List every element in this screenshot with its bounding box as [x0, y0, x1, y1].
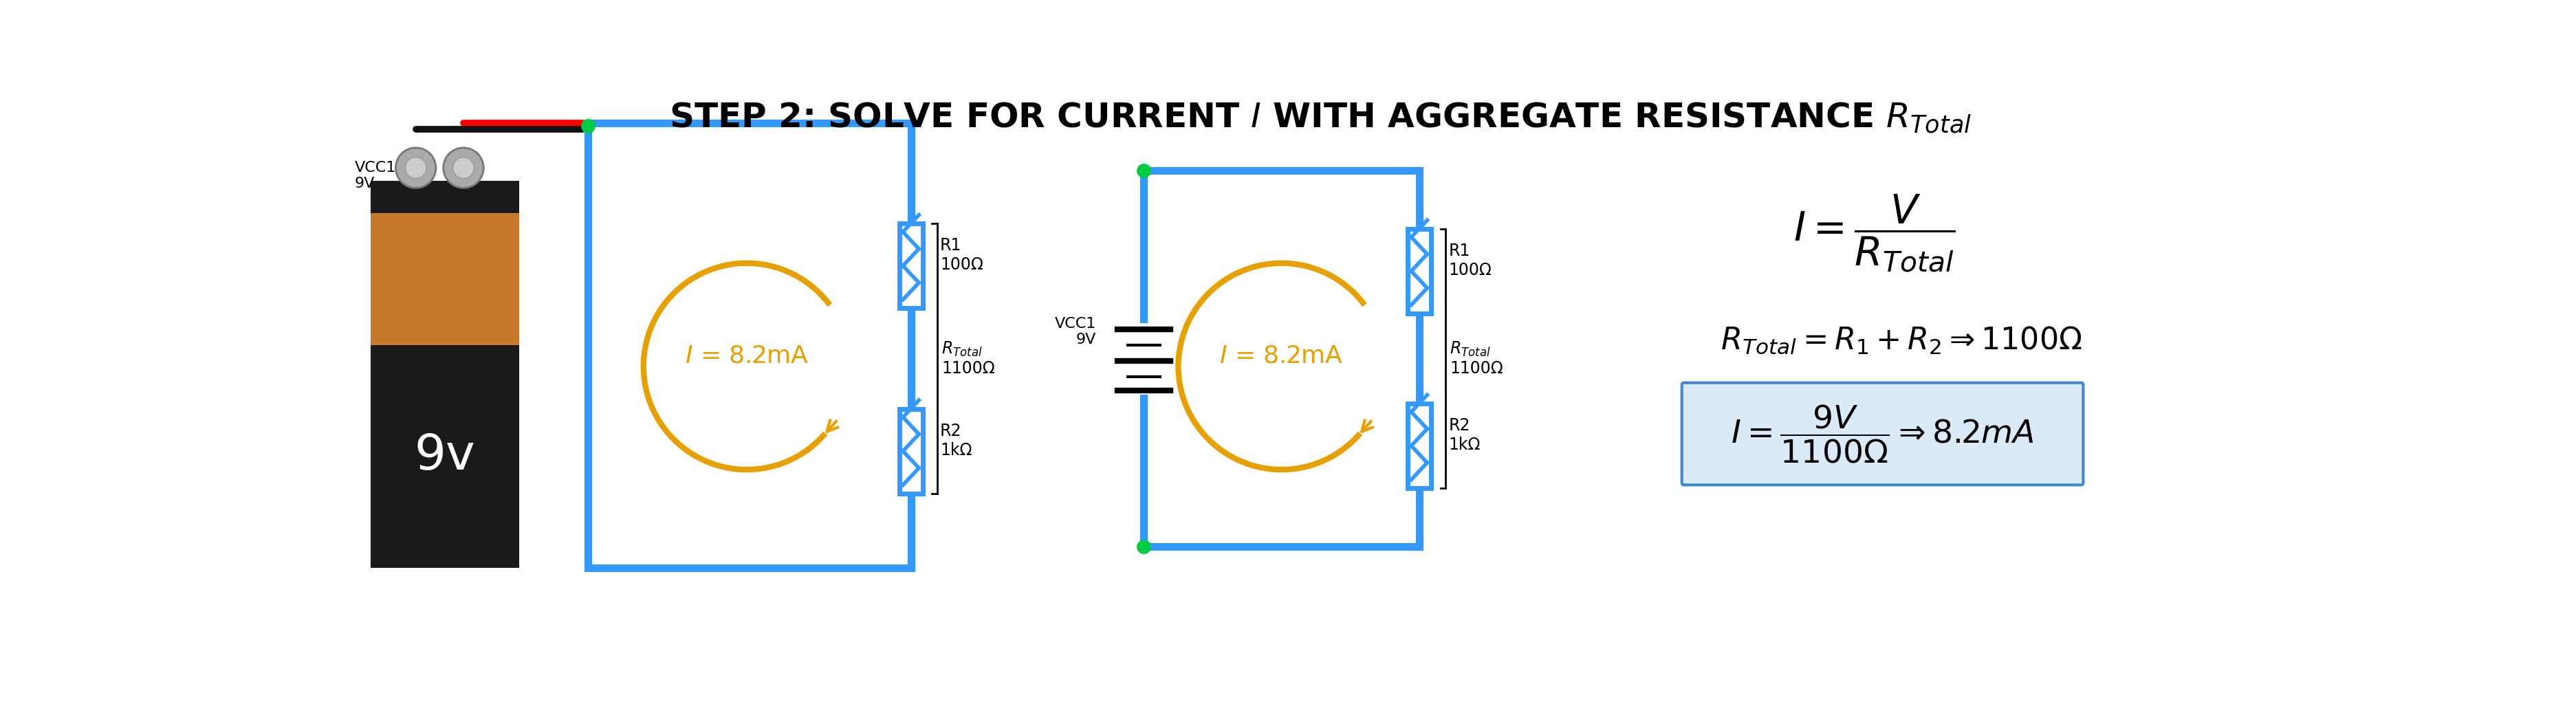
Text: $\mathbf{\mathit{R}}_{\mathbf{\mathit{Total}}} = R_1 + R_2 \Rightarrow 1100\Omeg: $\mathbf{\mathit{R}}_{\mathbf{\mathit{To… [1721, 325, 2081, 355]
FancyBboxPatch shape [1682, 383, 2084, 485]
Text: $\mathbf{\mathit{I}} = \dfrac{9V}{1100\Omega} \Rightarrow 8.2mA$: $\mathbf{\mathit{I}} = \dfrac{9V}{1100\O… [1731, 403, 2035, 465]
Bar [1406, 403, 1430, 488]
Text: $\mathbf{\mathit{I}}$ = 8.2mA: $\mathbf{\mathit{I}}$ = 8.2mA [1218, 344, 1345, 368]
Text: R2
1kΩ: R2 1kΩ [940, 423, 971, 458]
Bar [371, 213, 518, 345]
Text: $\mathbf{\mathit{I}} = \dfrac{V}{R_{Total}}$: $\mathbf{\mathit{I}} = \dfrac{V}{R_{Tota… [1793, 194, 1955, 275]
Circle shape [404, 157, 428, 179]
Text: VCC1
9V: VCC1 9V [355, 161, 397, 191]
Bar [1406, 229, 1430, 313]
Text: 9v: 9v [415, 433, 477, 480]
Circle shape [443, 148, 484, 188]
Text: $R_{Total}$
1100Ω: $R_{Total}$ 1100Ω [1450, 340, 1504, 377]
Text: STEP 2: SOLVE FOR CURRENT $\mathit{I}$ WITH AGGREGATE RESISTANCE $\mathit{R}_{\m: STEP 2: SOLVE FOR CURRENT $\mathit{I}$ W… [670, 101, 1971, 134]
Bar [899, 223, 922, 308]
Circle shape [397, 148, 435, 188]
Circle shape [453, 157, 474, 179]
Text: R2
1kΩ: R2 1kΩ [1448, 418, 1481, 453]
Text: $\mathbf{\mathit{I}}$ = 8.2mA: $\mathbf{\mathit{I}}$ = 8.2mA [685, 344, 809, 368]
Bar [899, 409, 922, 493]
Text: R1
100Ω: R1 100Ω [1448, 242, 1492, 278]
Text: VCC1
9V: VCC1 9V [1054, 317, 1097, 347]
Text: $R_{Total}$
1100Ω: $R_{Total}$ 1100Ω [943, 340, 994, 377]
Text: R1
100Ω: R1 100Ω [940, 237, 984, 273]
Bar [371, 181, 518, 213]
Bar [371, 345, 518, 568]
